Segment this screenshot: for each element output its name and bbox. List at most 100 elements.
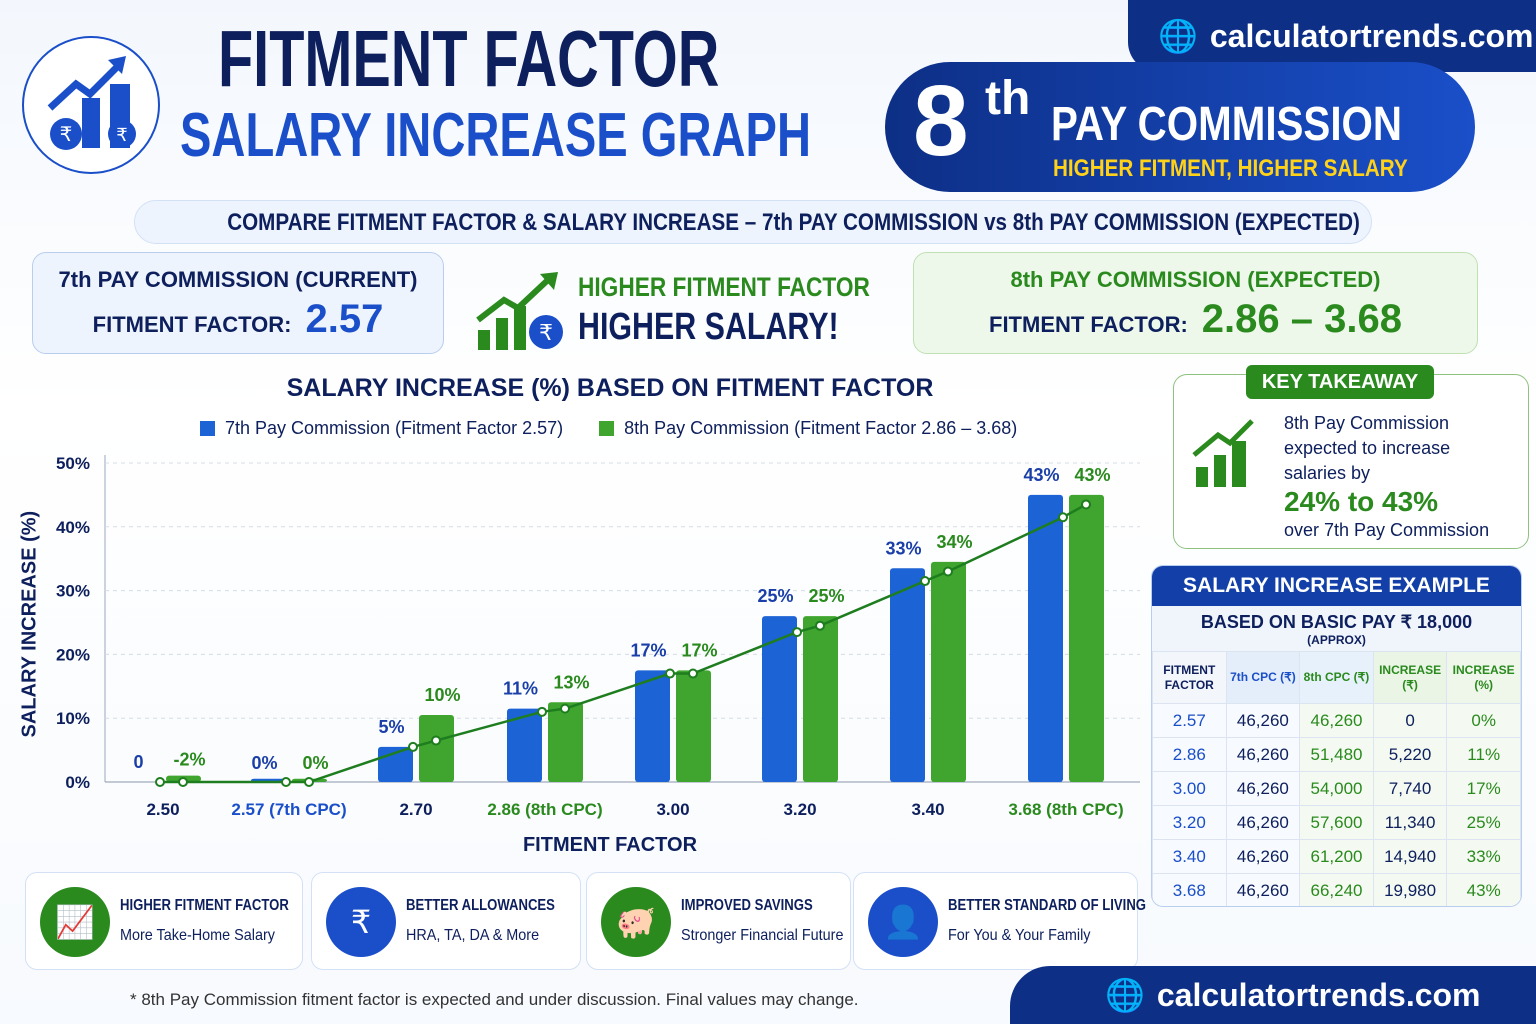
x-tick-label: 2.70	[399, 800, 432, 819]
feature-title: BETTER STANDARD OF LIVING	[948, 897, 1147, 914]
site-link-top[interactable]: 🌐 calculatortrends.com	[1128, 0, 1536, 72]
x-tick-label: 2.57 (7th CPC)	[231, 800, 346, 819]
table-cell: 46,260	[1225, 703, 1301, 738]
bar-7th	[635, 670, 670, 782]
x-tick-label: 3.20	[783, 800, 816, 819]
table-cell: 0%	[1446, 703, 1521, 738]
logo: ₹ ₹	[22, 36, 160, 174]
rupee-hand-icon: ₹	[326, 887, 396, 957]
data-label: 13%	[553, 672, 589, 692]
trend-point	[792, 627, 802, 638]
table-cell: 43%	[1446, 873, 1521, 906]
table-cell: 46,260	[1225, 805, 1301, 840]
svg-text:₹: ₹	[116, 125, 127, 145]
feature-card: ₹ BETTER ALLOWANCES HRA, TA, DA & More	[311, 872, 581, 970]
site-text: calculatortrends.com	[1209, 17, 1534, 54]
y-tick-label: 10%	[56, 709, 90, 728]
salary-example-table: SALARY INCREASE EXAMPLE BASED ON BASIC P…	[1151, 565, 1522, 907]
trend-point	[815, 620, 825, 631]
x-axis-label: FITMENT FACTOR	[522, 834, 698, 856]
chart-legend: 7th Pay Commission (Fitment Factor 2.57)…	[200, 418, 1017, 439]
data-label: 0%	[251, 753, 277, 773]
data-label: 17%	[681, 640, 717, 660]
table-cell: 46,260	[1299, 703, 1374, 738]
footnote: * 8th Pay Commission fitment factor is e…	[130, 990, 859, 1009]
feature-subtitle: For You & Your Family	[948, 927, 1091, 944]
middle-line2: HIGHER SALARY!	[578, 306, 839, 348]
y-tick-label: 40%	[56, 518, 90, 537]
bar-7th	[762, 616, 797, 782]
title-line1: FITMENT FACTOR	[218, 14, 720, 103]
badge-number: 8	[913, 65, 969, 177]
title-line2: SALARY INCREASE GRAPH	[180, 101, 811, 170]
pay-commission-badge: 8 th PAY COMMISSION HIGHER FITMENT, HIGH…	[885, 62, 1475, 192]
chart-title: SALARY INCREASE (%) BASED ON FITMENT FAC…	[286, 374, 934, 402]
table-header: INCREASE (%)	[1446, 651, 1521, 704]
box-8th-title: 8th PAY COMMISSION (EXPECTED)	[1010, 267, 1381, 292]
table-row: 2.57 46,260 46,260 0 0%	[1152, 703, 1521, 738]
bar-7th	[1028, 494, 1063, 782]
trend-point	[155, 777, 165, 787]
table-cell: 17%	[1446, 771, 1521, 806]
trend-point	[665, 668, 675, 679]
badge-suffix: th	[985, 72, 1031, 125]
data-label: 0%	[302, 753, 328, 773]
table-note: (APPROX)	[1152, 633, 1521, 651]
takeaway-range: 24% to 43%	[1284, 486, 1439, 517]
key-takeaway-card: 8th Pay Commission expected to increase …	[1173, 374, 1529, 549]
svg-text:₹: ₹	[60, 124, 73, 146]
x-tick-label: 2.86 (8th CPC)	[487, 800, 602, 819]
feature-subtitle: More Take-Home Salary	[120, 927, 275, 944]
table-row: 3.20 46,260 57,600 11,340 25%	[1152, 805, 1521, 840]
bar-7th	[890, 568, 925, 782]
feature-subtitle: Stronger Financial Future	[681, 927, 844, 944]
trend-point	[537, 706, 547, 717]
table-cell: 25%	[1446, 805, 1521, 840]
feature-title: IMPROVED SAVINGS	[681, 897, 813, 914]
box-7th-title: 7th PAY COMMISSION (CURRENT)	[58, 267, 418, 292]
y-tick-label: 50%	[56, 454, 90, 473]
bar-8th	[931, 561, 966, 782]
chart-up-icon: 📈	[40, 887, 110, 957]
compare-banner-text: COMPARE FITMENT FACTOR & SALARY INCREASE…	[227, 209, 1360, 236]
table-cell: 7,740	[1372, 771, 1448, 806]
box-7th-value: 2.57	[305, 297, 384, 341]
x-tick-label: 3.40	[911, 800, 944, 819]
table-cell: 11%	[1446, 737, 1521, 772]
feature-title: BETTER ALLOWANCES	[406, 897, 555, 914]
table-cell: 51,480	[1299, 737, 1374, 772]
feature-card: 🐖 IMPROVED SAVINGS Stronger Financial Futu…	[586, 872, 851, 970]
table-header: FITMENT FACTOR	[1152, 651, 1227, 704]
trend-point	[178, 777, 188, 787]
bar-8th	[676, 670, 711, 782]
site-link-bottom[interactable]: 🌐 calculatortrends.com	[1010, 966, 1536, 1024]
table-cell: 14,940	[1372, 839, 1448, 874]
trend-line	[160, 503, 1087, 784]
feature-subtitle: HRA, TA, DA & More	[406, 927, 540, 944]
table-cell: 0	[1372, 703, 1448, 738]
table-cell: 3.40	[1152, 839, 1227, 874]
table-cell: 46,260	[1225, 737, 1301, 772]
data-label: 34%	[936, 532, 972, 552]
table-cell: 3.68	[1152, 873, 1227, 906]
table-row: 3.00 46,260 54,000 7,740 17%	[1152, 771, 1521, 806]
table-cell: 61,200	[1299, 839, 1374, 874]
chart-up-icon	[1192, 419, 1254, 487]
badge-title: PAY COMMISSION	[1051, 98, 1403, 151]
site-text: calculatortrends.com	[1156, 976, 1481, 1013]
y-tick-label: 20%	[56, 645, 90, 664]
data-label: 43%	[1023, 465, 1059, 485]
table-cell: 57,600	[1299, 805, 1374, 840]
middle-line1: HIGHER FITMENT FACTOR	[578, 272, 870, 302]
box-8th-commission: 8th PAY COMMISSION (EXPECTED) FITMENT FA…	[913, 252, 1478, 354]
table-cell: 2.86	[1152, 737, 1227, 772]
trend-point	[304, 777, 314, 787]
table-header: 7th CPC (₹)	[1225, 651, 1301, 704]
feature-card: 📈 HIGHER FITMENT FACTOR More Take-Home Sal…	[25, 872, 303, 970]
data-label: 43%	[1074, 465, 1110, 485]
trend-point	[431, 735, 441, 746]
trend-point	[943, 566, 953, 577]
data-label: 25%	[757, 586, 793, 606]
trend-point	[1081, 499, 1091, 510]
bar-8th	[1069, 494, 1104, 782]
